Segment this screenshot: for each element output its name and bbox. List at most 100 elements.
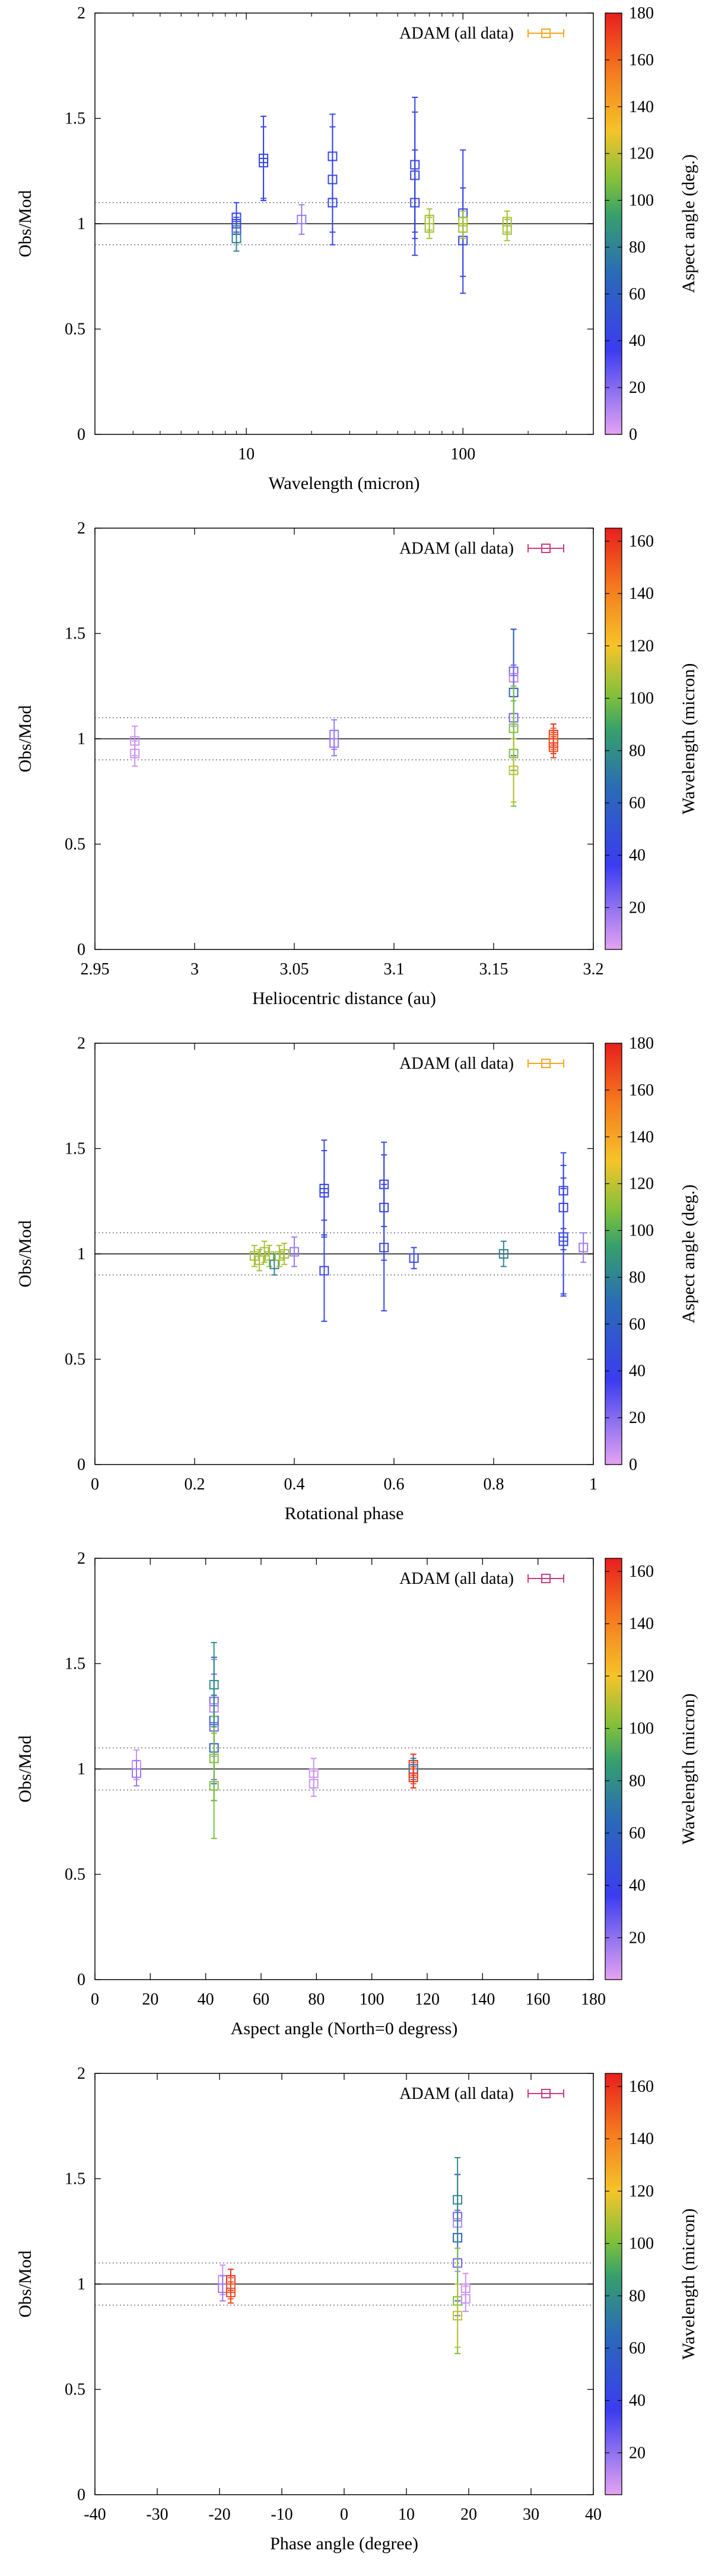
colorbar-tick-label: 40 [629,846,646,865]
colorbar-tick-label: 180 [629,1034,654,1053]
data-point [458,217,468,239]
colorbar [605,1043,622,1465]
point-marker [453,2311,463,2321]
x-tick-label: 160 [526,1990,551,2009]
data-point [548,736,558,758]
point-marker [508,766,519,776]
point-marker [379,1243,389,1253]
colorbar-title: Wavelength (micron) [679,663,698,815]
colorbar-tick-label: 40 [629,2391,646,2410]
colorbar-title: Aspect angle (deg.) [679,154,698,293]
point-marker [274,1251,284,1261]
data-point [508,738,519,803]
colorbar-tick-label: 100 [629,690,654,708]
colorbar-tick-label: 120 [629,1175,654,1193]
colorbar-tick-label: 160 [629,51,654,69]
point-marker [409,1253,419,1263]
y-tick-label: 0.5 [65,836,85,854]
point-marker [558,1236,568,1246]
colorbar-tick-label: 60 [629,794,646,812]
legend-label: ADAM (all data) [399,2085,514,2103]
data-point [259,126,269,199]
y-tick-label: 0.5 [65,1866,85,1884]
legend-marker [541,544,551,553]
data-point [130,740,140,767]
colorbar-tick-label: 0 [629,1456,637,1474]
point-marker [209,1781,219,1791]
x-axis-title: Wavelength (micron) [269,474,420,493]
colorbar [605,12,622,435]
data-point [453,2157,463,2243]
data-point [279,1243,290,1265]
y-tick-label: 1.5 [65,1140,85,1158]
colorbar-tick-label: 140 [629,585,654,603]
data-point [265,1244,274,1268]
x-tick-label: 10 [238,445,255,463]
colorbar-tick-label: 80 [629,1772,646,1790]
colorbar-tick-label: 160 [629,1081,654,1100]
point-marker [132,1768,141,1778]
data-point [255,1249,265,1272]
y-tick-label: 1 [77,730,85,748]
colorbar-tick-label: 100 [629,1720,654,1738]
data-point [231,225,241,252]
point-marker [458,223,468,233]
point-marker [255,1255,265,1265]
data-point [424,217,434,239]
y-tick-label: 0 [77,941,85,959]
x-tick-label: 0.2 [185,1475,205,1494]
point-marker [453,2195,463,2205]
x-tick-label: 20 [142,1990,158,2009]
data-point [209,1642,219,1727]
data-point [453,2283,463,2348]
y-tick-label: 2 [77,1549,85,1568]
legend-marker [541,1574,551,1583]
y-tick-label: 2 [77,519,85,538]
x-tick-label: 0.6 [384,1475,405,1494]
y-axis-title: Obs/Mod [15,2250,35,2317]
legend-label: ADAM (all data) [399,24,514,43]
x-tick-label: -20 [208,2505,230,2524]
y-tick-label: 1.5 [65,625,85,643]
x-tick-label: -40 [84,2505,106,2524]
x-tick-label: 80 [308,1990,325,2009]
colorbar-tick-label: 80 [629,238,646,256]
legend-label: ADAM (all data) [399,1570,514,1588]
point-marker [329,738,339,748]
point-marker [269,1259,279,1269]
point-marker [225,2288,236,2298]
colorbar-tick-label: 100 [629,192,654,210]
y-tick-label: 0 [77,1456,85,1474]
x-tick-label: 3.1 [384,960,405,979]
colorbar-title: Wavelength (micron) [679,2209,698,2360]
colorbar-tick-label: 180 [629,4,654,23]
data-point [410,149,420,256]
y-tick-label: 1 [77,1245,85,1263]
y-tick-label: 2 [77,1034,85,1053]
data-point [319,1219,329,1322]
x-tick-label: -30 [146,2505,168,2524]
x-tick-label: 30 [523,2505,539,2524]
data-point [132,1759,141,1787]
colorbar-tick-label: 100 [629,2235,654,2253]
data-point [269,1253,279,1276]
legend-label: ADAM (all data) [399,539,514,558]
colorbar-tick-label: 140 [629,1128,654,1146]
x-tick-label: 3.2 [583,960,604,979]
y-axis-title: Obs/Mod [15,1220,35,1287]
y-tick-label: 0.5 [65,320,85,339]
point-marker [309,1778,319,1789]
y-tick-label: 1.5 [65,1655,85,1673]
colorbar [605,1558,622,1980]
colorbar-tick-label: 140 [629,2130,654,2148]
data-point [460,2285,471,2313]
colorbar-tick-label: 80 [629,742,646,760]
colorbar-tick-label: 160 [629,1562,654,1581]
x-tick-label: 0.4 [284,1475,305,1494]
point-marker [279,1249,290,1259]
x-tick-label: 40 [585,2505,602,2524]
point-marker [290,1247,299,1257]
data-point [290,1236,299,1268]
point-marker [130,748,140,758]
